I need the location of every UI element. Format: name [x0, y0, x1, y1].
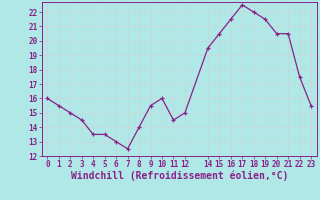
X-axis label: Windchill (Refroidissement éolien,°C): Windchill (Refroidissement éolien,°C): [70, 171, 288, 181]
